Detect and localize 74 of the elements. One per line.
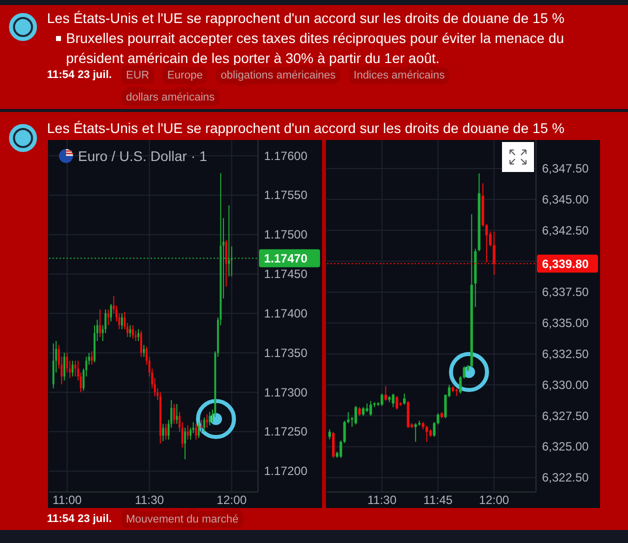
candlestick [129, 324, 132, 338]
candlestick [328, 428, 331, 440]
candlestick [459, 376, 462, 394]
y-tick-label: 6,332.50 [542, 346, 590, 361]
candlestick [414, 422, 417, 442]
y-tick-label: 1.17450 [264, 267, 308, 282]
candlestick [110, 303, 112, 322]
y-tick-label: 6,322.50 [542, 470, 590, 485]
x-tick-label: 12:00 [479, 493, 510, 507]
text: Indices américains [354, 70, 446, 82]
candlestick [195, 423, 197, 440]
candlestick [142, 344, 145, 358]
candlestick [140, 330, 142, 358]
x-tick-label: 11:30 [134, 493, 164, 507]
candlestick [63, 352, 66, 381]
candlestick [354, 405, 358, 425]
text: Les États-Unis et l'UE se rapprochent d'un accord sur les droits de douane de 15 % [47, 10, 564, 26]
candlestick [332, 431, 335, 458]
candlestick [392, 393, 394, 408]
text: 11:54 23 juil. [47, 513, 112, 525]
y-tick-label: 1.17500 [264, 228, 308, 242]
y-tick-label: 6,337.50 [542, 285, 590, 300]
x-tick-label: 11:00 [52, 493, 82, 507]
y-tick-label: 6,347.50 [542, 161, 590, 176]
text: 11:54 23 juil. [47, 69, 112, 81]
x-tick-label: 12:00 [216, 493, 248, 507]
candlestick [225, 240, 228, 288]
ref-line-label: 6,339.80 [542, 257, 590, 272]
text: Bruxelles pourrait accepter ces taxes dites réciproques pour éviter la menace du président américain de les porter à 30% à partir du 1er août. [66, 30, 564, 66]
candlestick [184, 427, 186, 460]
candlestick [462, 366, 466, 380]
x-tick-label: 11:45 [423, 493, 453, 507]
candlestick [380, 393, 384, 406]
candlestick [132, 324, 134, 340]
y-tick-label: 6,345.00 [542, 192, 590, 206]
candlestick [425, 425, 428, 442]
candlestick [137, 328, 140, 342]
candlestick [74, 360, 76, 377]
candlestick [99, 308, 101, 338]
ref-line-label: 1.17470 [264, 252, 308, 266]
text: Mouvement du marché [126, 514, 238, 526]
y-tick-label: 6,325.00 [542, 440, 590, 454]
y-tick-label: 1.17600 [264, 148, 308, 163]
candlestick [173, 404, 176, 424]
y-tick-label: 6,327.50 [542, 408, 590, 423]
candlestick [369, 400, 372, 416]
y-tick-label: 1.17350 [264, 346, 308, 360]
text: dollars américains [126, 92, 216, 104]
y-tick-label: 1.17250 [264, 424, 308, 439]
candlestick [176, 404, 178, 424]
candlestick [346, 412, 350, 424]
text: Europe [167, 70, 203, 82]
candlestick [52, 342, 54, 389]
y-tick-label: 1.17550 [264, 188, 308, 202]
candlestick [396, 396, 398, 410]
text: Les États-Unis et l'UE se rapprochent d'un accord sur les droits de douane de 15 % [47, 120, 564, 136]
text: obligations américaines [220, 70, 336, 82]
y-tick-label: 1.17200 [264, 464, 308, 478]
y-tick-label: 1.17300 [264, 385, 308, 400]
candlestick [340, 440, 342, 458]
x-tick-label: 11:30 [367, 493, 397, 507]
candlestick [485, 224, 488, 263]
candlestick [120, 312, 123, 330]
candlestick [403, 393, 406, 406]
text: EUR [126, 70, 150, 82]
text: Euro / U.S. Dollar · 1 [78, 148, 208, 164]
y-tick-label: 6,330.00 [542, 378, 590, 392]
y-tick-label: 6,335.00 [542, 316, 590, 330]
candlestick [164, 423, 167, 440]
candlestick [162, 423, 164, 442]
candlestick [72, 360, 74, 377]
y-tick-label: 1.17400 [264, 306, 308, 320]
y-tick-label: 6,342.50 [542, 223, 590, 238]
candlestick [343, 420, 346, 444]
